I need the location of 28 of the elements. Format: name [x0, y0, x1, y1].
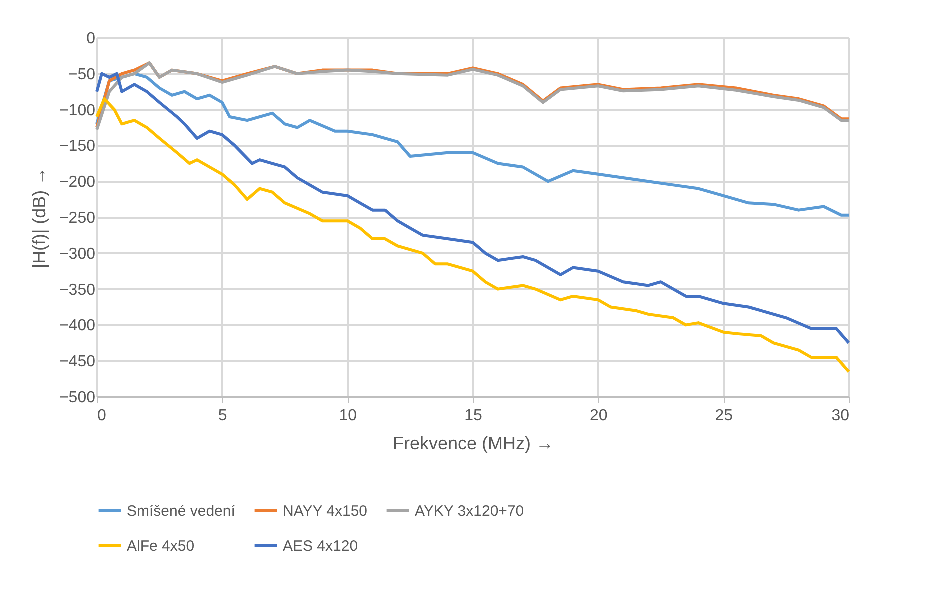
x-tick-label: 0	[98, 408, 106, 424]
y-tick-label: −100	[59, 102, 96, 120]
y-tick-label: −150	[59, 138, 96, 156]
x-tick-label: 25	[715, 408, 734, 424]
legend-label: AYKY 3x120+70	[415, 503, 524, 520]
y-tick-label: −350	[59, 282, 96, 299]
x-axis-title: Frekvence (MHz) →	[392, 434, 554, 454]
x-tick-label: 20	[590, 408, 608, 424]
line-series	[96, 72, 850, 345]
legend-label: Smíšené vedení	[127, 503, 236, 520]
legend-label: AlFe 4x50	[127, 538, 195, 555]
y-tick-label: 0	[86, 30, 96, 48]
y-tick-label: −500	[59, 390, 96, 406]
x-tick-label: 10	[339, 408, 358, 424]
x-tick-label: 30	[832, 408, 850, 424]
y-axis-title: |H(f)| (dB) →	[29, 167, 50, 269]
y-tick-label: −450	[59, 354, 96, 371]
y-tick-label: −250	[59, 210, 96, 227]
legend-label: NAYY 4x150	[283, 503, 368, 520]
line-series	[96, 98, 850, 374]
x-tick-label: 15	[464, 408, 482, 424]
line-series	[96, 72, 850, 217]
legend-label: AES 4x120	[283, 538, 358, 555]
y-tick-label: −200	[59, 174, 96, 192]
y-tick-label: −400	[59, 318, 96, 335]
y-tick-label: −50	[68, 66, 96, 84]
x-tick-label: 5	[218, 408, 228, 424]
y-tick-label: −300	[59, 246, 96, 263]
